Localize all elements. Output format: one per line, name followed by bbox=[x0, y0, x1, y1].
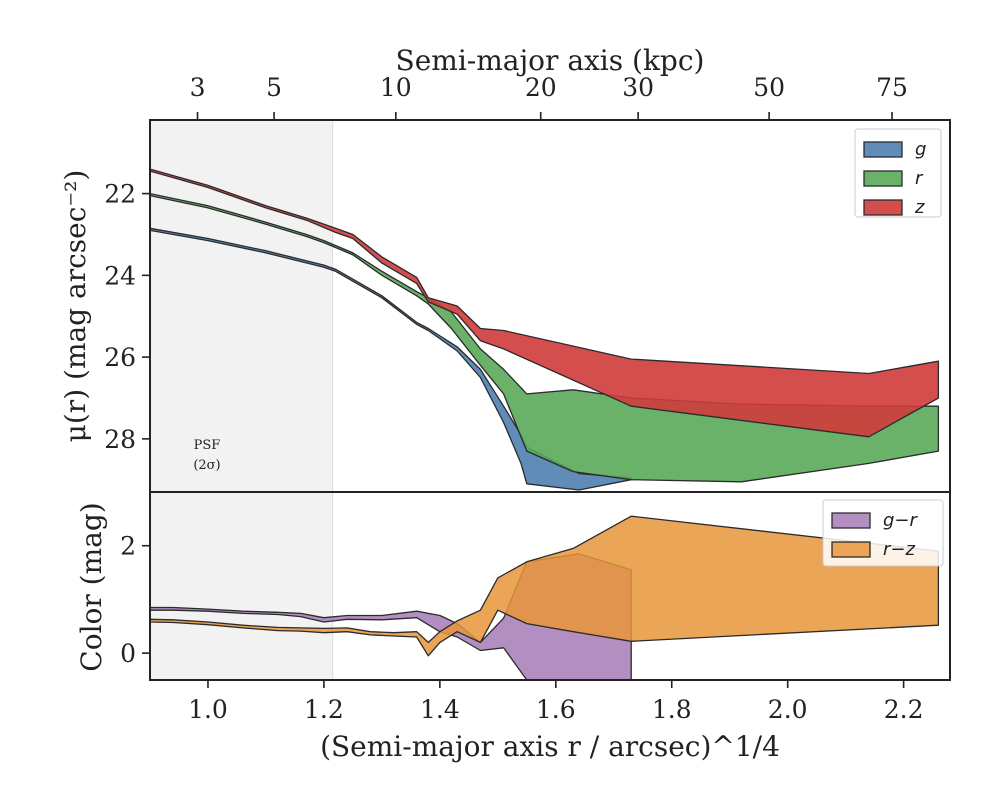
plot-layer: PSF (2σ) 3 5 10 20 30 50 75 22 24 26 28 0 2 1.0 1.2 1.4 1.… bbox=[104, 73, 951, 724]
bottom-x-tick-label: 2.2 bbox=[884, 695, 924, 724]
psf-sublabel: (2σ) bbox=[193, 458, 220, 473]
legend-entry-label: g−r bbox=[883, 510, 919, 531]
bottom-x-tick-label: 1.4 bbox=[420, 695, 460, 724]
top-x-tick-label: 30 bbox=[622, 73, 654, 102]
legend-entry-label: r bbox=[915, 168, 924, 189]
legend-entry-label: g bbox=[915, 139, 926, 160]
band-g-r bbox=[150, 553, 632, 680]
top-x-tick-label: 3 bbox=[190, 73, 206, 102]
bottom-y-axis-label: Color (mag) bbox=[75, 502, 108, 671]
legend-swatch bbox=[831, 541, 871, 558]
legend-entry-label: r−z bbox=[883, 539, 915, 560]
legend-swatch bbox=[863, 170, 903, 187]
bottom-x-tick-label: 1.2 bbox=[304, 695, 344, 724]
top-x-tick-label: 5 bbox=[266, 73, 282, 102]
top-x-tick-label: 10 bbox=[380, 73, 412, 102]
bottom-x-tick-label: 2.0 bbox=[768, 695, 808, 724]
psf-shaded-region bbox=[150, 120, 333, 680]
top-y-tick-label: 26 bbox=[104, 343, 136, 372]
bottom-x-axis-label: (Semi-major axis r / arcsec)^1/4 bbox=[320, 730, 780, 763]
bottom-x-tick-label: 1.0 bbox=[188, 695, 228, 724]
top-x-tick-label: 20 bbox=[525, 73, 557, 102]
bottom-panel-frame bbox=[149, 491, 951, 681]
bottom-y-tick-label: 2 bbox=[120, 532, 136, 561]
bottom-x-tick-label: 1.8 bbox=[652, 695, 692, 724]
psf-label: PSF bbox=[194, 438, 221, 453]
band-z bbox=[150, 168, 940, 438]
top-y-tick-label: 28 bbox=[104, 425, 136, 454]
top-y-tick-label: 24 bbox=[104, 261, 136, 290]
bottom-x-tick-label: 1.6 bbox=[536, 695, 576, 724]
top-x-tick-label: 50 bbox=[753, 73, 785, 102]
band-r-z bbox=[150, 515, 940, 657]
bottom-y-tick-label: 0 bbox=[120, 639, 136, 668]
legend-swatch bbox=[831, 512, 871, 529]
top-y-tick-label: 22 bbox=[104, 180, 136, 209]
top-x-tick-label: 75 bbox=[876, 73, 908, 102]
top-y-axis-label: μ(r) (mag arcsec⁻²) bbox=[59, 170, 92, 443]
legend-swatch bbox=[863, 141, 903, 158]
legend-entry-label: z bbox=[914, 197, 925, 218]
legend-swatch bbox=[863, 199, 903, 216]
top-axis-label: Semi-major axis (kpc) bbox=[396, 44, 705, 77]
